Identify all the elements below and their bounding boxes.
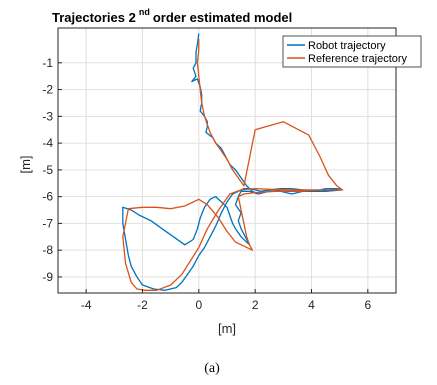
x-tick-label: 0 bbox=[195, 298, 202, 312]
x-tick-label: 6 bbox=[364, 298, 371, 312]
legend-label-reference: Reference trajectory bbox=[308, 53, 408, 65]
chart-title-main: Trajectories 2 bbox=[52, 10, 136, 25]
y-tick-label: -7 bbox=[42, 216, 53, 230]
x-tick-label: -2 bbox=[137, 298, 148, 312]
series-lines bbox=[122, 33, 344, 291]
y-tick-label: -2 bbox=[42, 83, 53, 97]
x-tick-label: -4 bbox=[81, 298, 92, 312]
plot-border bbox=[57, 27, 397, 294]
legend-label-robot: Robot trajectory bbox=[308, 40, 386, 52]
x-tick-label: 4 bbox=[308, 298, 315, 312]
legend-box bbox=[282, 35, 422, 68]
figure-caption: (a) bbox=[204, 361, 220, 376]
y-tick-label: -5 bbox=[42, 163, 53, 177]
y-tick-label: -1 bbox=[42, 56, 53, 70]
y-tick-label: -3 bbox=[42, 109, 53, 123]
y-tick-label: -8 bbox=[42, 243, 53, 257]
y-tick-label: -9 bbox=[42, 270, 53, 284]
chart-title-rest: order estimated model bbox=[153, 10, 292, 25]
axis-ticks: -4 -2 0 2 4 6 -9 -8 -7 -6 -5 -4 -3 -2 -1 bbox=[42, 56, 371, 312]
chart-title: Trajectories 2 nd order estimated model bbox=[52, 7, 292, 25]
y-tick-label: -6 bbox=[42, 190, 53, 204]
legend: Robot trajectory Reference trajectory bbox=[282, 35, 422, 68]
chart-title-superscript: nd bbox=[139, 7, 150, 17]
x-tick-label: 2 bbox=[252, 298, 259, 312]
y-tick-label: -4 bbox=[42, 136, 53, 150]
x-axis-label: [m] bbox=[218, 321, 236, 336]
y-axis-label: [m] bbox=[18, 155, 33, 173]
series-line-reference bbox=[122, 38, 344, 291]
